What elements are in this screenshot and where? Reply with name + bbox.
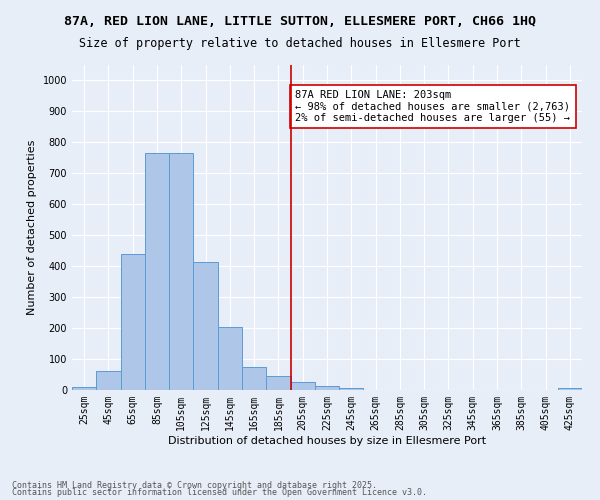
Y-axis label: Number of detached properties: Number of detached properties [27, 140, 37, 315]
Bar [96, 372, 121, 390]
Bar [121, 254, 145, 390]
Bar [193, 262, 218, 390]
Bar [72, 387, 96, 390]
Text: 87A RED LION LANE: 203sqm
← 98% of detached houses are smaller (2,763)
2% of sem: 87A RED LION LANE: 203sqm ← 98% of detac… [295, 90, 571, 123]
X-axis label: Distribution of detached houses by size in Ellesmere Port: Distribution of detached houses by size … [168, 436, 486, 446]
Bar [290, 382, 315, 390]
Bar [218, 326, 242, 390]
Bar [339, 388, 364, 390]
Bar [145, 153, 169, 390]
Bar [169, 153, 193, 390]
Bar [558, 388, 582, 390]
Text: 87A, RED LION LANE, LITTLE SUTTON, ELLESMERE PORT, CH66 1HQ: 87A, RED LION LANE, LITTLE SUTTON, ELLES… [64, 15, 536, 28]
Text: Size of property relative to detached houses in Ellesmere Port: Size of property relative to detached ho… [79, 38, 521, 51]
Bar [242, 367, 266, 390]
Bar [315, 386, 339, 390]
Text: Contains public sector information licensed under the Open Government Licence v3: Contains public sector information licen… [12, 488, 427, 497]
Text: Contains HM Land Registry data © Crown copyright and database right 2025.: Contains HM Land Registry data © Crown c… [12, 480, 377, 490]
Bar [266, 376, 290, 390]
